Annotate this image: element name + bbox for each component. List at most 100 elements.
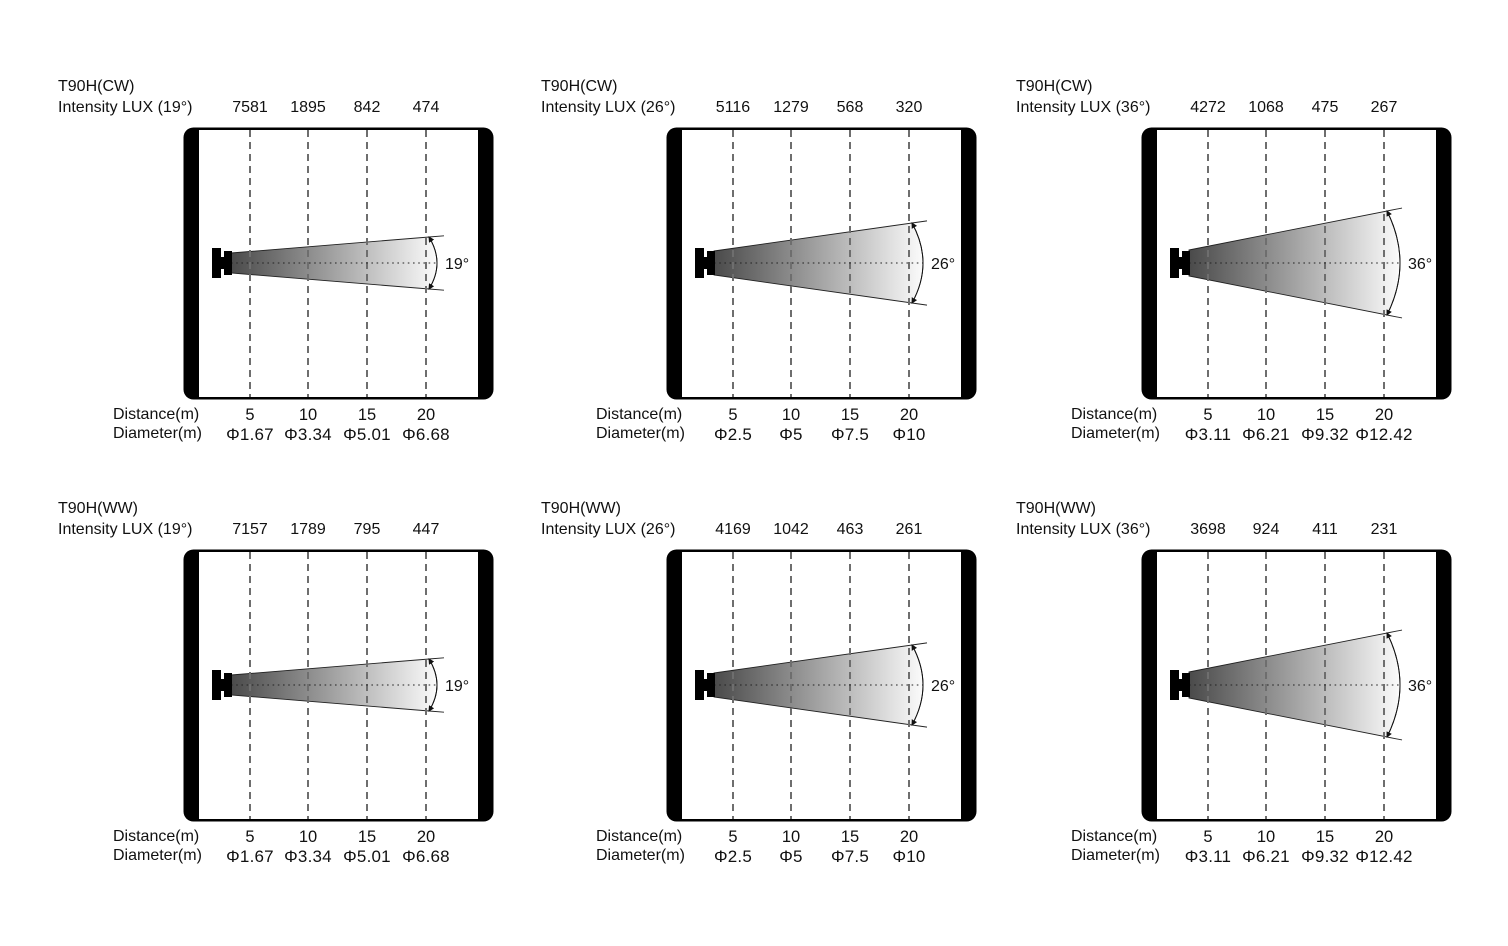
diameter-value: Φ5: [779, 847, 803, 866]
beam-angle-label: 36°: [1408, 678, 1432, 695]
intensity-value: 1789: [290, 521, 326, 538]
intensity-value: 3698: [1190, 521, 1226, 538]
distance-value: 20: [416, 406, 436, 424]
beam-chart-panel: T90H(CW) Intensity LUX (26°) 5116 1279 5…: [541, 78, 1011, 458]
beam-chart-panel: T90H(WW) Intensity LUX (19°) 7157 1789 7…: [58, 500, 528, 880]
distance-row-label: Distance(m): [1071, 406, 1158, 423]
diameter-row-label: Diameter(m): [1071, 847, 1160, 864]
beam-diagram: 19°: [183, 549, 494, 822]
distance-value: 15: [1315, 406, 1335, 424]
diameter-value: Φ6.21: [1242, 425, 1290, 444]
diameter-value: Φ1.67: [226, 425, 274, 444]
diameter-value: Φ6.68: [402, 847, 450, 866]
lamp-fixture-icon: [695, 248, 715, 278]
intensity-value: 4169: [715, 521, 751, 538]
distance-value: 10: [781, 828, 801, 846]
beam-diagram: 26°: [666, 127, 977, 400]
beam-diagram: 26°: [666, 549, 977, 822]
intensity-value: 463: [836, 521, 864, 538]
distance-value: 20: [899, 406, 919, 424]
diameter-value: Φ5.01: [343, 847, 391, 866]
lamp-fixture-icon: [695, 670, 715, 700]
diameter-value: Φ7.5: [831, 425, 869, 444]
diameter-value: Φ3.34: [284, 847, 332, 866]
distance-value: 15: [840, 406, 860, 424]
lamp-fixture-icon: [1170, 670, 1190, 700]
diameter-row-label: Diameter(m): [596, 847, 685, 864]
intensity-value: 5116: [715, 99, 751, 116]
intensity-axis-label: Intensity LUX (19°): [58, 521, 193, 538]
beam-diagram: 36°: [1141, 127, 1452, 400]
beam-angle-label: 26°: [931, 678, 955, 695]
distance-value: 15: [357, 406, 377, 424]
intensity-axis-label: Intensity LUX (26°): [541, 99, 676, 116]
diameter-value: Φ9.32: [1301, 425, 1349, 444]
diameter-value: Φ9.32: [1301, 847, 1349, 866]
diameter-value: Φ7.5: [831, 847, 869, 866]
diameter-value: Φ2.5: [714, 847, 752, 866]
intensity-value: 411: [1312, 521, 1338, 538]
intensity-value: 1279: [773, 99, 809, 116]
model-label: T90H(WW): [58, 500, 138, 517]
diameter-value: Φ6.21: [1242, 847, 1290, 866]
diameter-row-label: Diameter(m): [1071, 425, 1160, 442]
distance-value: 10: [1256, 828, 1276, 846]
beam-chart-panel: T90H(CW) Intensity LUX (19°) 7581 1895 8…: [58, 78, 528, 458]
intensity-value: 4272: [1190, 99, 1226, 116]
distance-value: 10: [1256, 406, 1276, 424]
intensity-value: 231: [1370, 521, 1398, 538]
diameter-value: Φ10: [892, 425, 926, 444]
intensity-value: 924: [1252, 521, 1280, 538]
intensity-axis-label: Intensity LUX (26°): [541, 521, 676, 538]
model-label: T90H(CW): [1016, 78, 1093, 95]
lamp-fixture-icon: [1170, 248, 1190, 278]
distance-row-label: Distance(m): [113, 828, 200, 845]
beam-angle-label: 36°: [1408, 256, 1432, 273]
distance-value: 15: [1315, 828, 1335, 846]
intensity-value: 842: [353, 99, 381, 116]
intensity-value: 568: [836, 99, 864, 116]
beam-diagram: 19°: [183, 127, 494, 400]
diameter-value: Φ12.42: [1355, 425, 1413, 444]
distance-value: 5: [728, 406, 738, 424]
distance-value: 5: [245, 406, 255, 424]
diameter-value: Φ5: [779, 425, 803, 444]
distance-value: 5: [1203, 828, 1213, 846]
intensity-value: 474: [412, 99, 440, 116]
intensity-value: 7581: [232, 99, 268, 116]
model-label: T90H(CW): [541, 78, 618, 95]
diameter-value: Φ3.11: [1184, 425, 1232, 444]
distance-value: 5: [245, 828, 255, 846]
intensity-value: 795: [353, 521, 381, 538]
distance-value: 20: [1374, 406, 1394, 424]
beam-chart-panel: T90H(WW) Intensity LUX (26°) 4169 1042 4…: [541, 500, 1011, 880]
distance-value: 15: [840, 828, 860, 846]
distance-value: 10: [298, 406, 318, 424]
distance-value: 15: [357, 828, 377, 846]
intensity-value: 320: [895, 99, 923, 116]
beam-angle-label: 26°: [931, 256, 955, 273]
intensity-axis-label: Intensity LUX (19°): [58, 99, 193, 116]
lamp-fixture-icon: [212, 248, 232, 278]
beam-diagram: 36°: [1141, 549, 1452, 822]
distance-value: 20: [899, 828, 919, 846]
model-label: T90H(CW): [58, 78, 135, 95]
diameter-row-label: Diameter(m): [596, 425, 685, 442]
intensity-value: 7157: [232, 521, 268, 538]
distance-row-label: Distance(m): [113, 406, 200, 423]
diameter-value: Φ6.68: [402, 425, 450, 444]
distance-row-label: Distance(m): [1071, 828, 1158, 845]
distance-value: 10: [781, 406, 801, 424]
beam-chart-panel: T90H(CW) Intensity LUX (36°) 4272 1068 4…: [1016, 78, 1486, 458]
distance-value: 10: [298, 828, 318, 846]
diameter-row-label: Diameter(m): [113, 847, 202, 864]
intensity-value: 267: [1370, 99, 1398, 116]
intensity-value: 1042: [773, 521, 809, 538]
beam-angle-label: 19°: [445, 678, 469, 695]
distance-row-label: Distance(m): [596, 828, 683, 845]
diameter-value: Φ10: [892, 847, 926, 866]
diameter-value: Φ12.42: [1355, 847, 1413, 866]
distance-value: 20: [1374, 828, 1394, 846]
